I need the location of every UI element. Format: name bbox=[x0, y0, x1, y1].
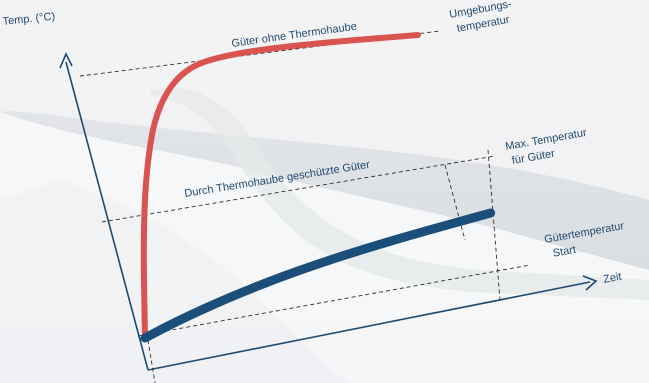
series-line-unprotected bbox=[140, 31, 421, 341]
y-axis-label: Temp. (°C) bbox=[2, 11, 56, 28]
y-axis-line bbox=[65, 61, 149, 371]
max-temp-line bbox=[101, 155, 496, 223]
x-axis-label: Zeit bbox=[602, 271, 622, 286]
start-temp-line bbox=[137, 264, 531, 337]
annotation-start-temp-line2: Start bbox=[552, 244, 577, 260]
axes bbox=[59, 52, 598, 371]
x-axis-line bbox=[147, 281, 591, 371]
max-drop-line bbox=[444, 164, 466, 241]
series-line-protected bbox=[140, 208, 496, 343]
start-drop-line bbox=[147, 339, 156, 383]
y-axis-arrow-icon bbox=[59, 52, 73, 69]
series-layer bbox=[140, 31, 496, 343]
x-axis-arrow-icon bbox=[582, 275, 598, 291]
annotation-start-temp-line1: Gütertemperatur bbox=[543, 220, 625, 246]
